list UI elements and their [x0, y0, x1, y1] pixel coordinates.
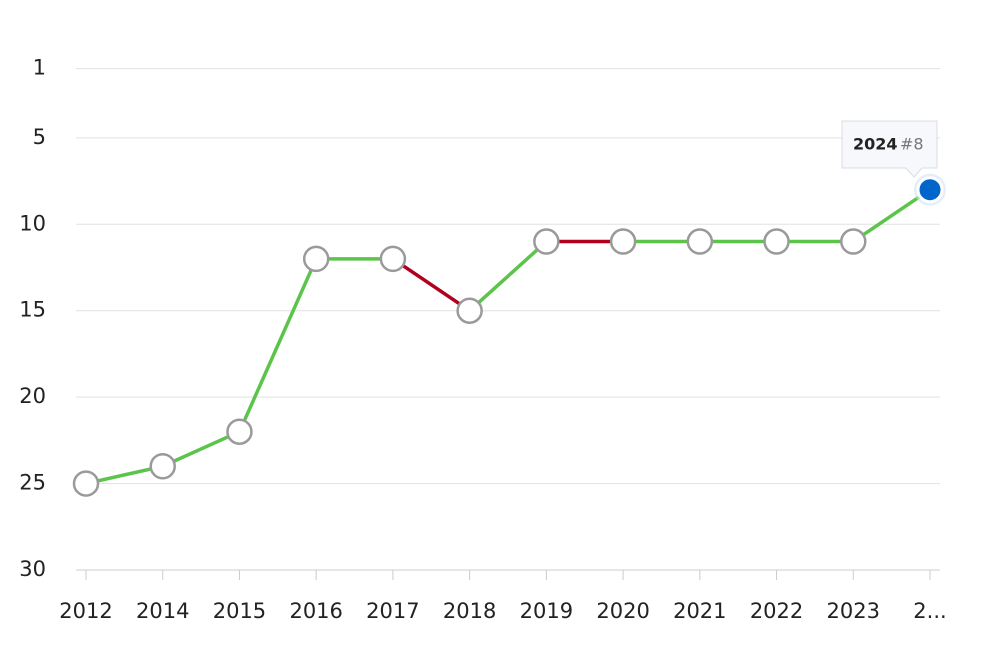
line-segment — [468, 240, 548, 313]
x-tick-label: 2019 — [520, 599, 573, 623]
point — [302, 245, 330, 273]
x-tick-label: 2016 — [289, 599, 342, 623]
point — [916, 176, 944, 204]
x-tick-label: 2014 — [136, 599, 189, 623]
point — [456, 297, 483, 324]
point — [72, 470, 100, 497]
x-tick-label: 2... — [913, 599, 946, 623]
y-tick-label: 5 — [33, 125, 46, 149]
point — [686, 228, 714, 255]
tooltip: 2024 #8 — [841, 120, 938, 178]
point — [840, 228, 867, 255]
y-tick-label: 30 — [19, 557, 46, 581]
point — [533, 228, 560, 255]
tooltip-box — [841, 120, 938, 178]
x-tick-label: 2023 — [827, 599, 880, 623]
y-tick-label: 1 — [33, 56, 46, 80]
y-tick-label: 25 — [19, 471, 46, 495]
y-tick-label: 20 — [19, 384, 46, 408]
x-tick-label: 2020 — [596, 599, 649, 623]
point — [609, 228, 637, 255]
y-tick-label: 15 — [19, 298, 46, 322]
point — [763, 228, 790, 255]
point — [379, 245, 407, 273]
point — [226, 418, 253, 445]
tooltip-text: #8 — [900, 135, 924, 154]
x-tick-label: 2018 — [443, 599, 496, 623]
x-tick-label: 2021 — [673, 599, 726, 623]
point — [149, 453, 176, 480]
line-segment — [162, 430, 241, 468]
line-segment — [237, 258, 318, 433]
x-tick-label: 2017 — [366, 599, 419, 623]
x-tick-label: 2015 — [213, 599, 266, 623]
line-segment — [391, 257, 471, 313]
y-tick-label: 10 — [19, 211, 46, 235]
x-tick-label: 2012 — [59, 599, 112, 623]
x-tick-label: 2022 — [750, 599, 803, 623]
tooltip-title: 2024 — [853, 135, 898, 154]
